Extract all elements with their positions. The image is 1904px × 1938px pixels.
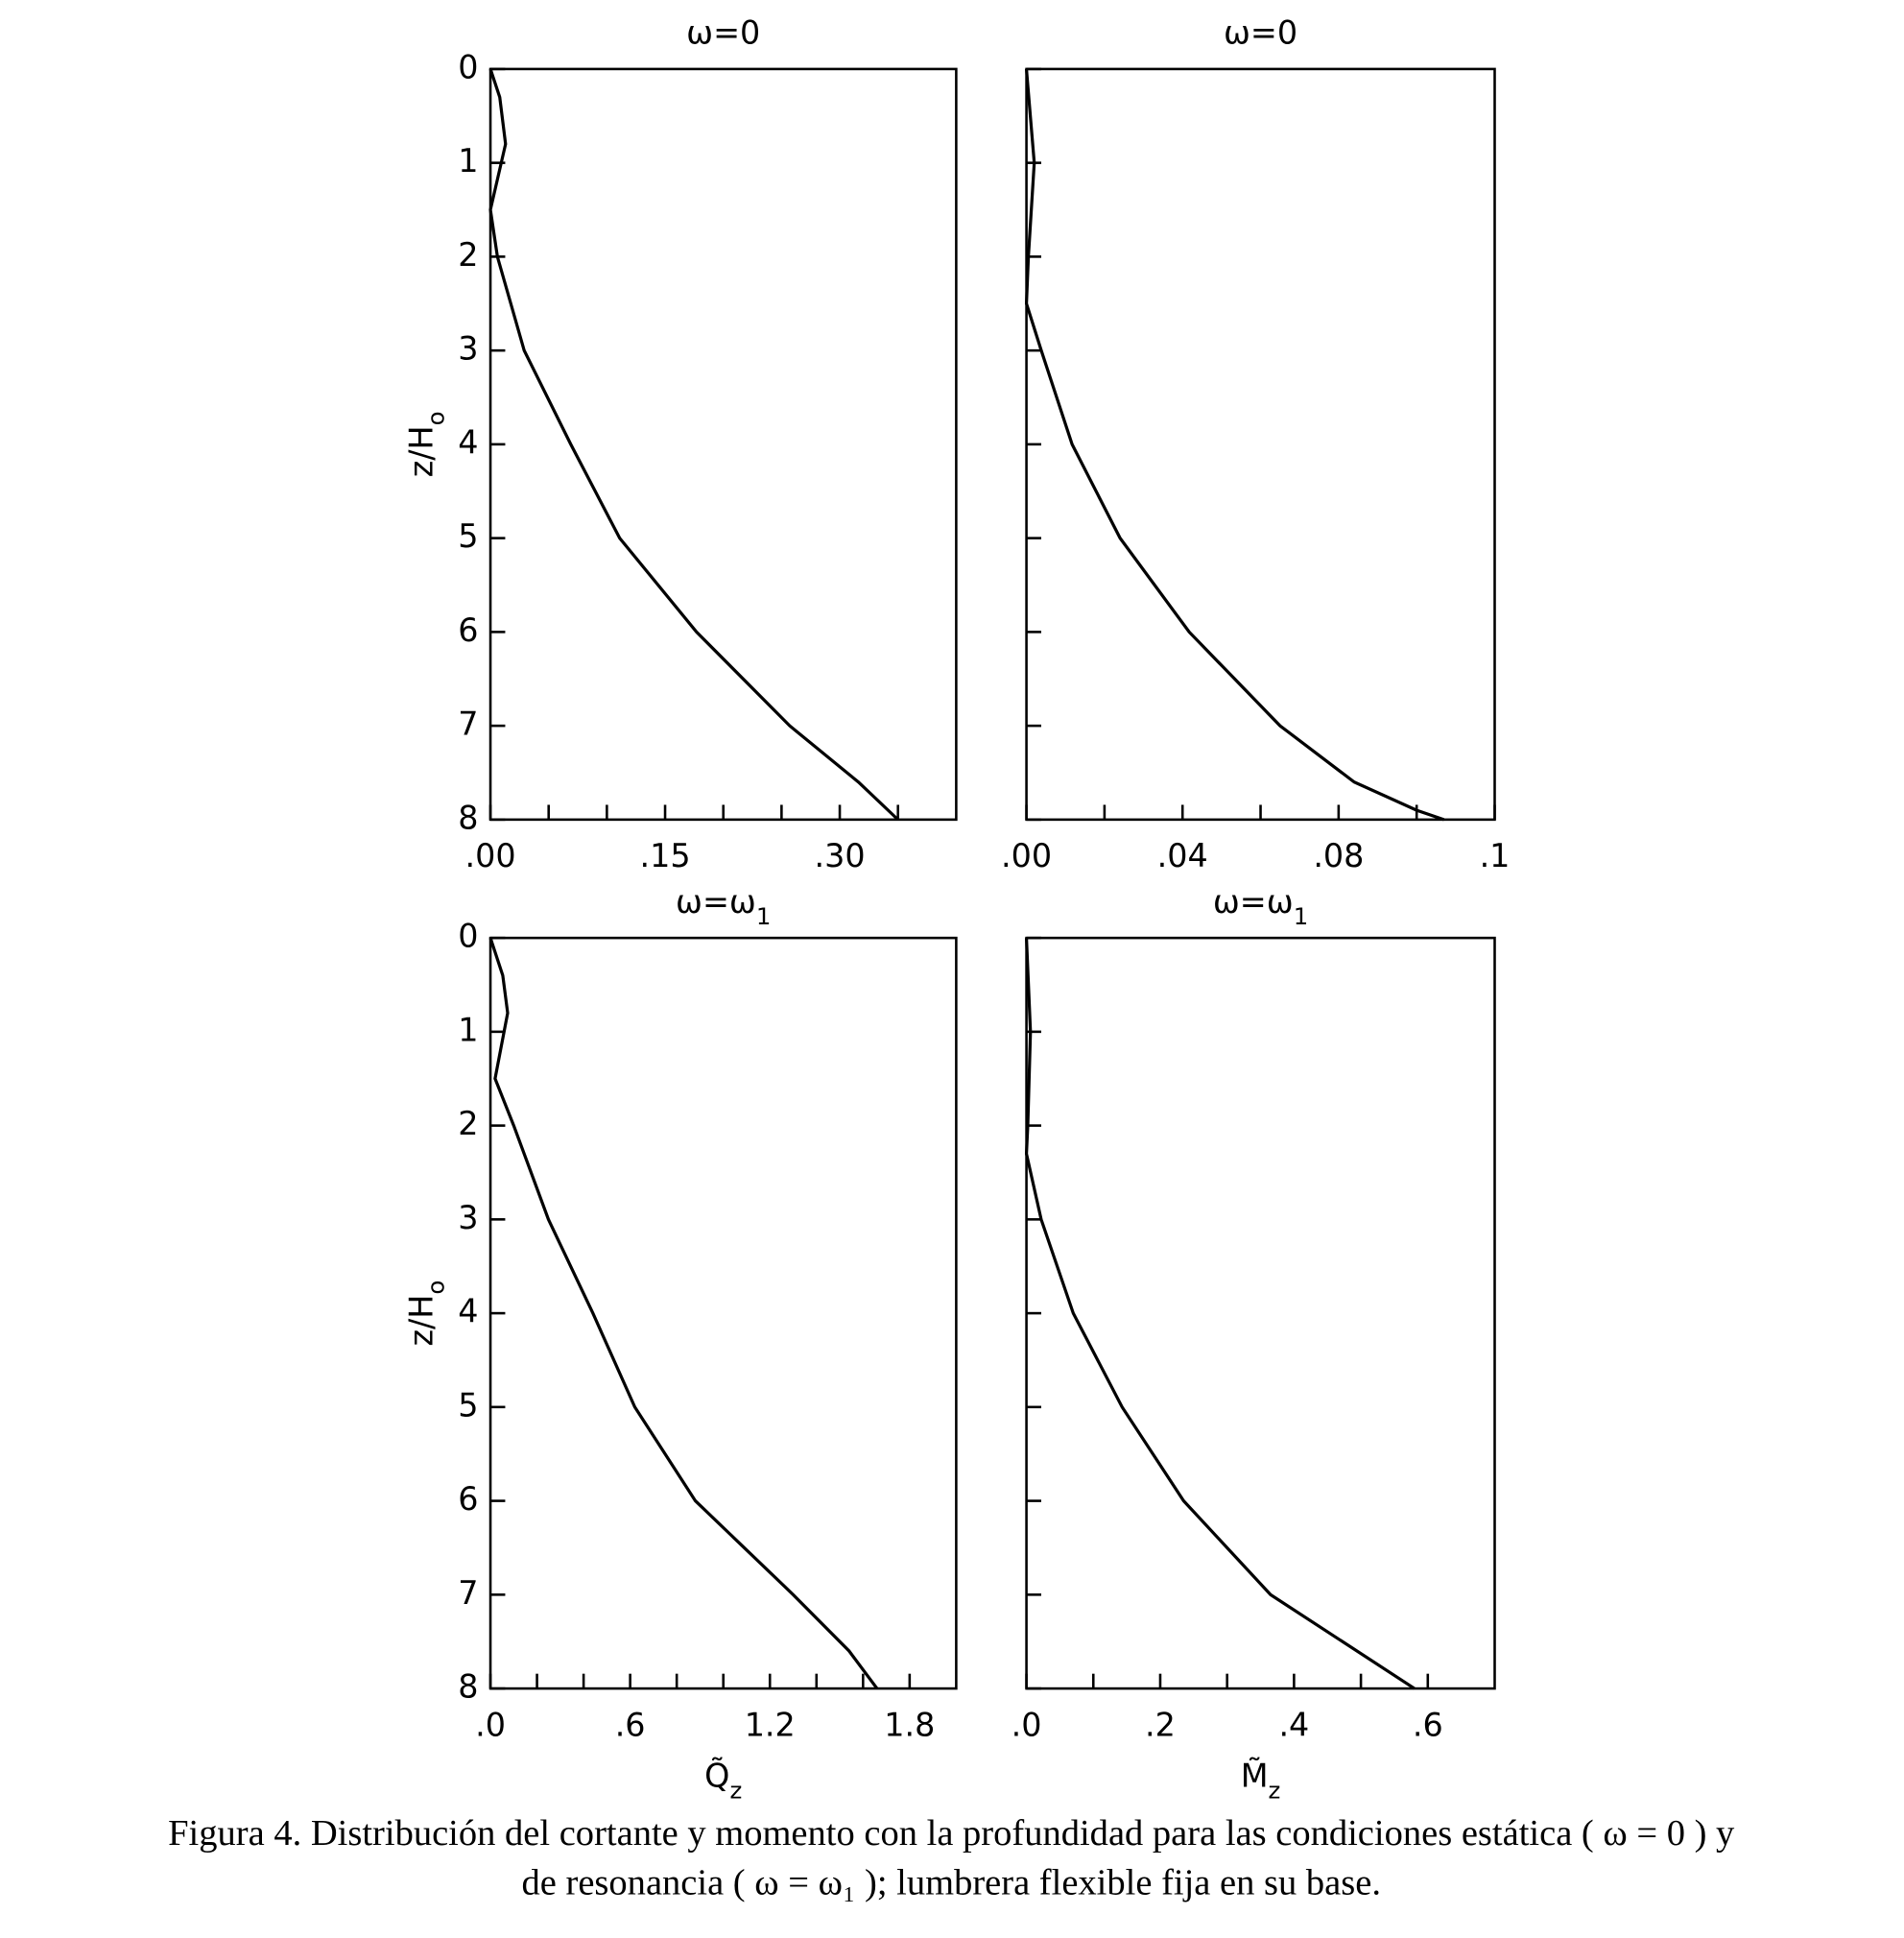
curve <box>1024 938 1416 1690</box>
y-axis-label-text: z/H <box>402 425 440 477</box>
chart-title-subscript: 1 <box>1294 902 1309 930</box>
y-tick-label: 0 <box>458 918 478 955</box>
x-tick-label: .15 <box>639 837 690 874</box>
y-tick-label: 4 <box>458 1293 478 1330</box>
x-tick-label: .6 <box>1413 1706 1443 1743</box>
x-tick-label: .08 <box>1313 837 1364 874</box>
y-tick-label: 6 <box>458 1480 478 1518</box>
x-axis-label-text: Q̃ <box>704 1757 729 1794</box>
x-tick-label: .4 <box>1278 1706 1309 1743</box>
chart-title-subscript: 1 <box>756 902 772 930</box>
caption-line: Figura 4. Distribución del cortante y mo… <box>168 1813 1735 1854</box>
chart-title: ω=0 <box>686 13 760 51</box>
figure-content: Figura 4. Distribución del cortante y mo… <box>168 13 1735 1902</box>
chart-title: ω=ω1 <box>1213 883 1308 930</box>
y-tick-label: 4 <box>458 423 478 461</box>
curve <box>1024 68 1445 822</box>
x-tick-label: 1.2 <box>745 1706 796 1743</box>
y-tick-label: 8 <box>458 1668 478 1706</box>
y-tick-label: 8 <box>458 799 478 836</box>
x-tick-label: .30 <box>815 837 866 874</box>
x-tick-label: .6 <box>615 1706 646 1743</box>
y-tick-label: 7 <box>458 706 478 743</box>
x-tick-label: 1.8 <box>884 1706 935 1743</box>
x-tick-label: .0 <box>475 1706 506 1743</box>
x-tick-label: .00 <box>464 837 515 874</box>
y-tick-label: 6 <box>458 611 478 649</box>
curve <box>488 937 879 1690</box>
y-axis-label-subscript: o <box>421 1280 449 1295</box>
y-tick-label: 0 <box>458 48 478 85</box>
y-tick-label: 5 <box>458 1386 478 1424</box>
x-axis-label-subscript: z <box>1269 1776 1281 1804</box>
x-axis-label-subscript: z <box>729 1776 742 1804</box>
plot-frame <box>488 936 958 1690</box>
x-tick-label: .00 <box>1001 837 1052 874</box>
y-tick-label: 1 <box>458 142 478 179</box>
x-axis-label: Q̃z <box>704 1757 742 1804</box>
y-tick-label: 5 <box>458 517 478 555</box>
y-axis-label: z/Ho <box>402 1280 449 1347</box>
x-axis-label: M̃z <box>1241 1757 1281 1804</box>
plot-frame <box>488 67 958 822</box>
y-tick-label: 7 <box>458 1574 478 1612</box>
y-axis-label-subscript: o <box>421 411 449 425</box>
x-axis-label-text: M̃ <box>1241 1757 1269 1794</box>
y-axis-label-text: z/H <box>402 1295 440 1347</box>
y-axis-label: z/Ho <box>402 411 449 477</box>
y-tick-label: 2 <box>458 1105 478 1142</box>
chart-title-text: ω=ω <box>676 883 756 921</box>
x-tick-label: .1 <box>1480 837 1511 874</box>
curve <box>488 68 899 822</box>
x-tick-label: .0 <box>1012 1706 1042 1743</box>
y-tick-label: 3 <box>458 330 478 368</box>
chart-title-text: ω=ω <box>1213 883 1294 921</box>
chart-title: ω=0 <box>1224 13 1297 51</box>
caption-line: de resonancia ( ω = ω₁ ); lumbrera flexi… <box>522 1862 1381 1902</box>
y-tick-label: 3 <box>458 1199 478 1236</box>
x-tick-label: .2 <box>1145 1706 1176 1743</box>
y-tick-label: 1 <box>458 1011 478 1048</box>
chart-title: ω=ω1 <box>676 883 771 930</box>
plot-frame <box>1025 936 1496 1690</box>
y-tick-label: 2 <box>458 236 478 274</box>
x-tick-label: .04 <box>1157 837 1208 874</box>
